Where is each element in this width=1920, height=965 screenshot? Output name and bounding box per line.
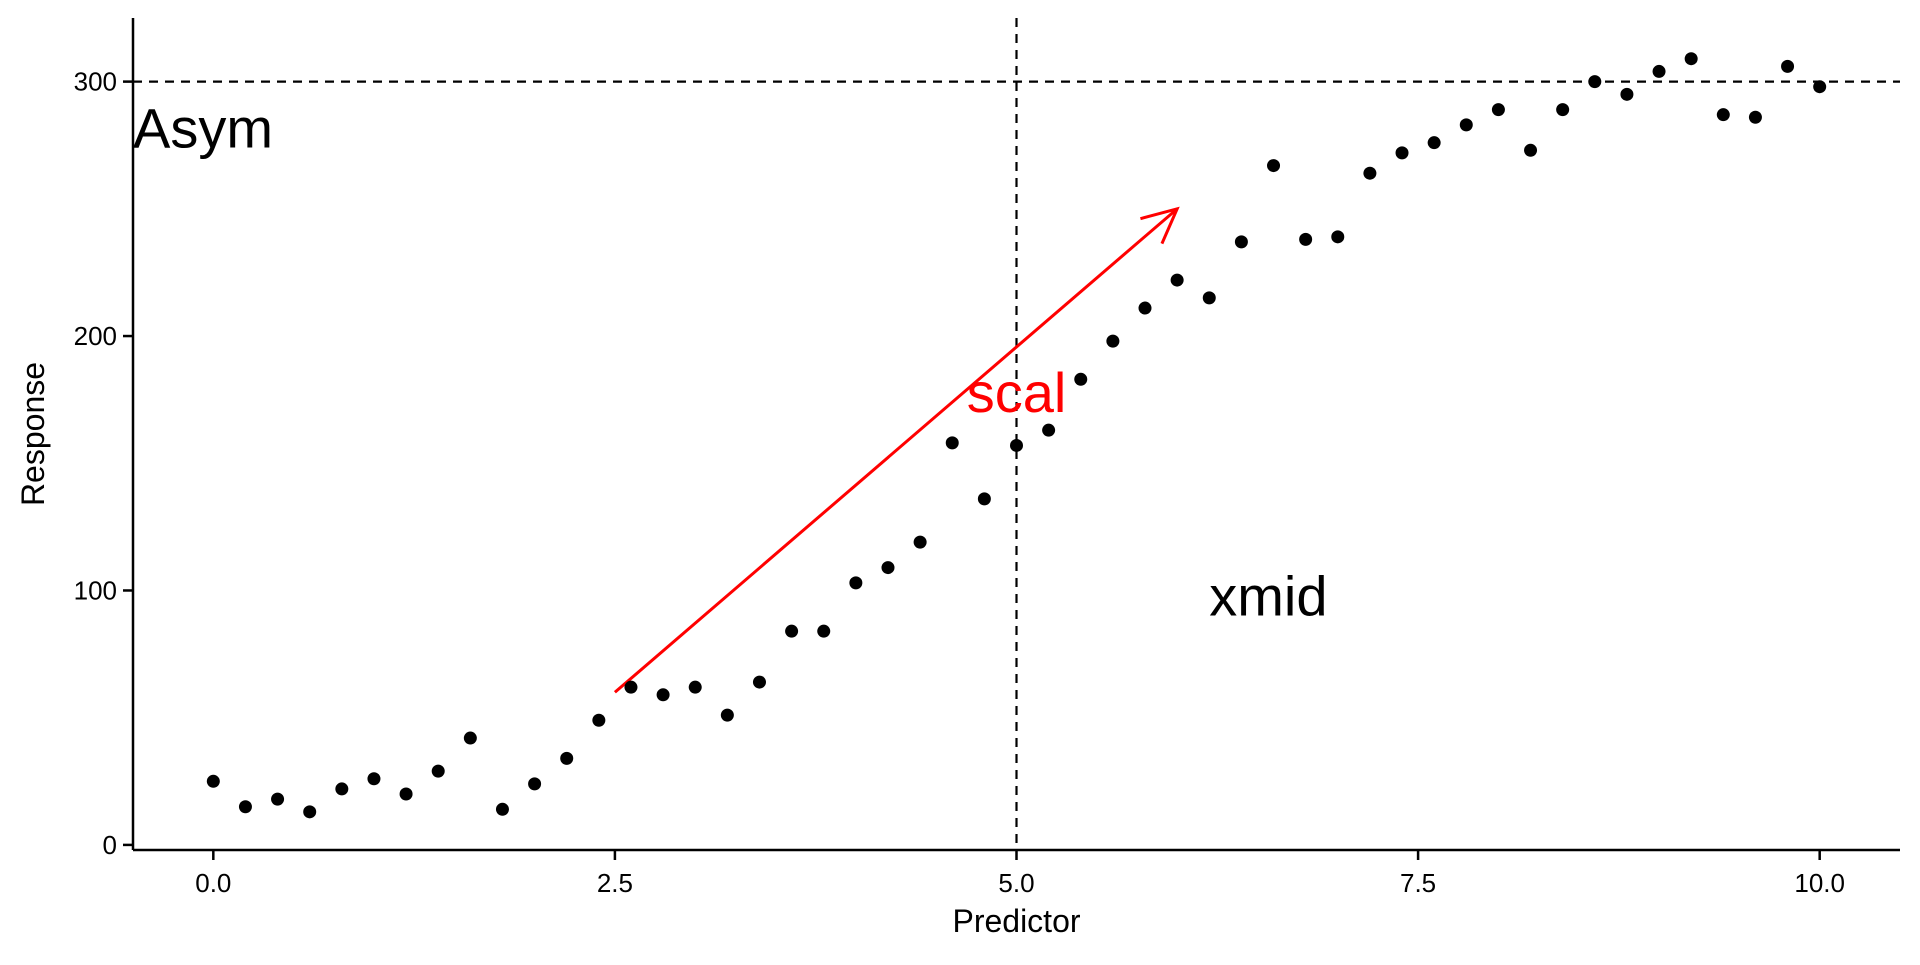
annotation-asym: Asym [133, 96, 273, 159]
data-point [238, 800, 252, 814]
data-point [1556, 103, 1570, 117]
data-point [592, 713, 606, 727]
tick-labels: 0.0 2.5 5.0 7.5 10.0 0 100 200 300 [74, 67, 1845, 898]
data-point [1459, 118, 1473, 132]
data-point [1684, 52, 1698, 66]
y-axis-title: Response [15, 362, 51, 506]
data-point [849, 576, 863, 590]
data-point [1138, 301, 1152, 315]
data-point [1395, 146, 1409, 160]
data-point [1652, 64, 1666, 78]
y-tick-label: 0 [103, 830, 117, 860]
data-point [1620, 87, 1634, 101]
x-tick-label: 7.5 [1400, 868, 1436, 898]
x-tick-label: 5.0 [998, 868, 1034, 898]
x-tick-label: 10.0 [1794, 868, 1845, 898]
data-point [1363, 166, 1377, 180]
scal-arrow [613, 206, 1180, 694]
data-point [1299, 232, 1313, 246]
y-tick-label: 300 [74, 67, 117, 97]
data-point [881, 561, 895, 575]
data-point [688, 680, 702, 694]
data-point [463, 731, 477, 745]
data-point [1491, 103, 1505, 117]
data-point [1748, 110, 1762, 124]
data-point [720, 708, 734, 722]
y-tick-label: 200 [74, 321, 117, 351]
data-point [431, 764, 445, 778]
data-point [1042, 423, 1056, 437]
data-point [367, 772, 381, 786]
data-point [1074, 372, 1088, 386]
annotations: Asym xmid scal [133, 96, 1327, 627]
x-tick-label: 0.0 [195, 868, 231, 898]
data-point [1234, 235, 1248, 249]
arrow-shaft [613, 207, 1179, 694]
data-point [303, 805, 317, 819]
data-point [977, 492, 991, 506]
annotation-scal: scal [967, 361, 1067, 424]
data-point [1813, 80, 1827, 94]
data-point [528, 777, 542, 791]
data-point [206, 774, 220, 788]
data-point [1010, 438, 1023, 452]
data-points [206, 52, 1827, 819]
x-tick-label: 2.5 [597, 868, 633, 898]
arrow-head [1140, 206, 1180, 245]
data-point [945, 436, 959, 450]
data-point [1267, 159, 1281, 173]
data-point [1202, 291, 1216, 305]
data-point [1524, 143, 1538, 157]
reference-lines [133, 18, 1900, 850]
data-point [624, 680, 638, 694]
data-point [656, 688, 670, 702]
data-point [1427, 136, 1441, 150]
y-tick-label: 100 [74, 575, 117, 605]
x-axis-title: Predictor [952, 903, 1080, 939]
data-point [1588, 75, 1602, 89]
data-point [560, 751, 574, 765]
data-point [785, 624, 799, 638]
data-point [495, 802, 509, 816]
data-point [752, 675, 766, 689]
data-point [271, 792, 285, 806]
data-point [1331, 230, 1345, 244]
data-point [1781, 59, 1795, 73]
data-point [335, 782, 349, 796]
data-point [1170, 273, 1184, 287]
data-point [1106, 334, 1120, 348]
data-point [399, 787, 413, 801]
annotation-xmid: xmid [1209, 565, 1327, 628]
data-point [1716, 108, 1730, 122]
data-point [913, 535, 927, 549]
data-point [817, 624, 831, 638]
